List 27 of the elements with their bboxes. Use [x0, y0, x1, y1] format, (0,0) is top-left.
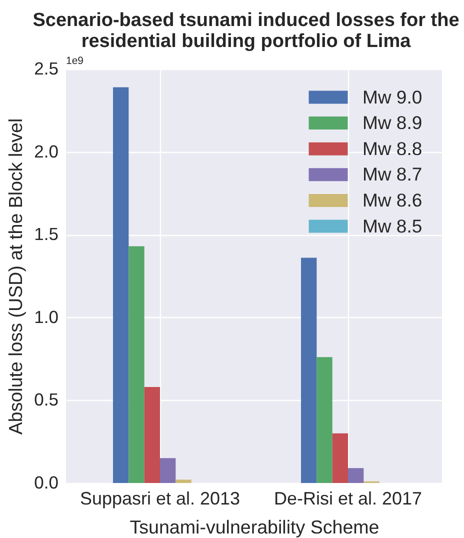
y-axis-title: Absolute loss (USD) at the Block level [5, 118, 26, 435]
y-tick-label: 2.0 [34, 141, 59, 162]
bar [176, 480, 192, 483]
legend-label: Mw 8.8 [362, 138, 422, 159]
x-tick-label: Suppasri et al. 2013 [80, 488, 240, 508]
y-tick-label: 1.0 [34, 306, 59, 327]
text: 1e9 [66, 55, 84, 67]
bar [348, 468, 364, 483]
y-tick-label: 0.5 [34, 390, 58, 410]
bar [160, 458, 176, 483]
bar [316, 357, 332, 483]
legend-label: Mw 9.0 [362, 86, 422, 108]
legend-label: Mw 8.6 [362, 189, 422, 210]
legend-label: Mw 8.9 [362, 112, 422, 134]
bar [301, 258, 317, 483]
legend-label: Mw 8.7 [362, 164, 422, 185]
legend-label: Mw 8.5 [362, 215, 422, 236]
bar [113, 87, 129, 483]
y-tick-label: 1.5 [34, 224, 58, 244]
y-tick-label: 2.5 [34, 58, 58, 78]
bar [128, 246, 144, 483]
x-tick-label: De-Risi et al. 2017 [274, 488, 422, 508]
chart-title: Scenario-based tsunami induced losses for the residential building portfolio of Lima [32, 10, 460, 52]
bar [144, 386, 160, 483]
x-axis-title: Tsunami-vulnerability Scheme [130, 516, 380, 538]
bar [332, 433, 348, 483]
y-tick-label: 0.0 [34, 472, 59, 492]
